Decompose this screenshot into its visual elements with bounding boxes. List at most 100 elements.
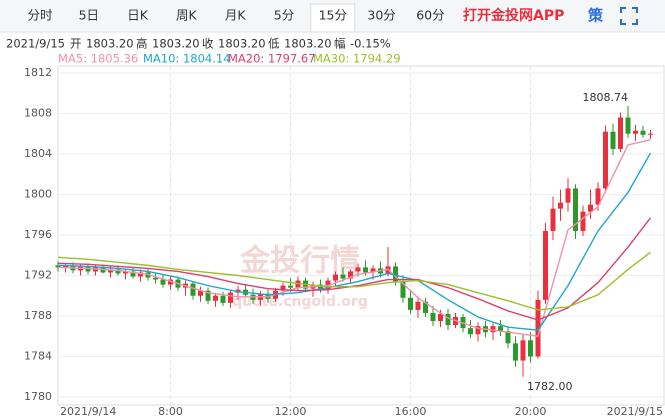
candle-body bbox=[498, 326, 503, 332]
tab[interactable]: 5分 bbox=[274, 8, 294, 23]
candle-body bbox=[580, 211, 586, 231]
candle-body bbox=[123, 271, 128, 274]
candle-body bbox=[588, 204, 593, 212]
candle-body bbox=[468, 328, 473, 335]
ma-line bbox=[57, 152, 652, 331]
app-link[interactable]: 打开金投网APP bbox=[463, 7, 564, 24]
y-tick-label: 1784 bbox=[24, 350, 52, 363]
candle-body bbox=[490, 326, 496, 333]
candle-body bbox=[108, 269, 113, 273]
candle-body bbox=[550, 208, 556, 231]
candle-body bbox=[633, 130, 638, 134]
ma-legend: MA20: 1797.67 bbox=[228, 52, 316, 66]
info-value: 1803.20 bbox=[86, 37, 134, 51]
watermark: 金投行情 bbox=[239, 244, 360, 279]
x-tick-label: 8:00 bbox=[158, 405, 183, 418]
candle-body bbox=[138, 272, 143, 277]
candle-body bbox=[528, 340, 533, 357]
candle-body bbox=[475, 326, 481, 335]
candle-body bbox=[423, 301, 428, 313]
candle-body bbox=[333, 274, 338, 281]
tab[interactable]: 60分 bbox=[416, 8, 444, 23]
candle-body bbox=[618, 117, 623, 149]
info-date: 2021/9/15 bbox=[6, 37, 65, 51]
candle-body bbox=[288, 285, 293, 288]
x-tick-label: 20:00 bbox=[515, 405, 547, 418]
tab[interactable]: 5日 bbox=[79, 8, 99, 23]
fullscreen-icon[interactable] bbox=[620, 7, 638, 25]
x-tick-label: 2021/9/14 bbox=[60, 405, 116, 418]
x-tick-label: 2021/9/15 bbox=[607, 405, 663, 418]
candle-body bbox=[63, 265, 68, 268]
candle-body bbox=[430, 312, 436, 322]
ma-legend: MA30: 1794.29 bbox=[313, 52, 401, 66]
candle-body bbox=[355, 267, 361, 272]
candle-body bbox=[280, 285, 286, 291]
candle-body bbox=[445, 313, 451, 326]
candle-body bbox=[370, 268, 376, 273]
low-label: 1782.00 bbox=[527, 380, 573, 393]
candle-body bbox=[558, 202, 563, 209]
ma-line bbox=[57, 139, 651, 338]
candle-body bbox=[115, 269, 121, 274]
candle-body bbox=[318, 284, 323, 290]
tab[interactable]: 周K bbox=[176, 8, 198, 23]
candle-body bbox=[198, 290, 203, 296]
x-tick-label: 12:00 bbox=[275, 405, 307, 418]
ma-line bbox=[57, 251, 651, 311]
y-tick-label: 1808 bbox=[24, 107, 52, 120]
y-tick-label: 1800 bbox=[24, 188, 52, 201]
tab[interactable]: 30分 bbox=[367, 8, 395, 23]
info-label: 幅 bbox=[334, 37, 346, 51]
candle-body bbox=[340, 274, 346, 279]
candle-body bbox=[565, 188, 571, 203]
tab[interactable]: 月K bbox=[225, 8, 247, 23]
strategy-button[interactable]: 策 bbox=[587, 7, 604, 25]
high-label: 1808.74 bbox=[583, 91, 629, 104]
tab[interactable]: 日K bbox=[127, 8, 149, 23]
candle-body bbox=[190, 283, 196, 296]
info-value: -0.15% bbox=[350, 37, 391, 51]
ma-legend: MA10: 1804.14 bbox=[143, 52, 231, 66]
y-tick-label: 1780 bbox=[24, 390, 52, 403]
candle-body bbox=[640, 130, 646, 135]
tab[interactable]: 分时 bbox=[27, 8, 53, 23]
y-tick-label: 1788 bbox=[24, 309, 52, 322]
info-value: 1803.20 bbox=[218, 37, 266, 51]
candle-body bbox=[415, 301, 421, 310]
candle-body bbox=[228, 292, 233, 303]
candle-body bbox=[213, 295, 218, 301]
candle-body bbox=[205, 290, 211, 301]
x-tick-label: 16:00 bbox=[395, 405, 427, 418]
candle-body bbox=[160, 279, 166, 285]
y-tick-label: 1792 bbox=[24, 269, 52, 282]
ma-line bbox=[57, 217, 652, 321]
tab[interactable]: 15分 bbox=[319, 8, 347, 23]
candle-body bbox=[130, 271, 136, 277]
candle-body bbox=[153, 277, 158, 280]
y-tick-label: 1796 bbox=[24, 228, 52, 241]
info-label: 低 bbox=[268, 37, 280, 51]
candle-body bbox=[625, 117, 631, 134]
info-label: 开 bbox=[70, 37, 82, 51]
candle-body bbox=[648, 133, 653, 135]
candle-body bbox=[595, 188, 601, 205]
candle-body bbox=[408, 297, 413, 310]
info-value: 1803.20 bbox=[152, 37, 200, 51]
candle-body bbox=[220, 295, 226, 303]
y-tick-label: 1804 bbox=[24, 147, 52, 160]
candle-body bbox=[438, 313, 443, 322]
info-value: 1803.20 bbox=[284, 37, 332, 51]
candle-body bbox=[55, 265, 61, 268]
candle-body bbox=[168, 279, 173, 285]
candle-body bbox=[505, 331, 511, 344]
candle-body bbox=[520, 340, 526, 361]
y-tick-label: 1812 bbox=[24, 66, 52, 79]
info-label: 高 bbox=[136, 37, 148, 51]
candle-body bbox=[393, 266, 398, 282]
ma-legend: MA5: 1805.36 bbox=[58, 52, 138, 66]
candle-body bbox=[603, 131, 608, 189]
candle-body bbox=[573, 188, 578, 231]
info-label: 收 bbox=[202, 37, 214, 51]
